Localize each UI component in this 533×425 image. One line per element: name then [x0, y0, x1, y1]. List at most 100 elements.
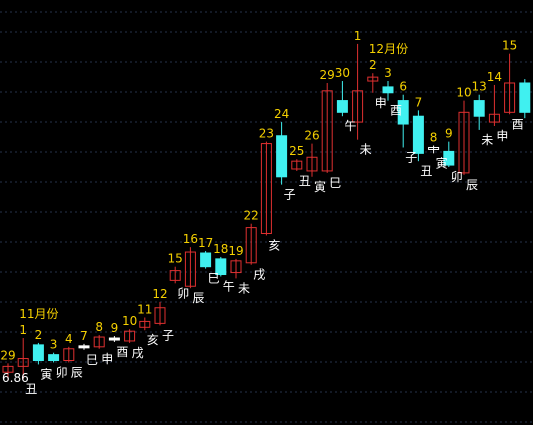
- candle-body: [458, 111, 470, 174]
- price-corner-label: 6.86: [2, 371, 29, 385]
- candle-day-label: 15: [502, 39, 517, 53]
- candle-branch-label: 辰: [466, 178, 478, 192]
- candle-body: [321, 90, 333, 172]
- candle-body: [2, 365, 14, 373]
- candle-labels: 291丑2寅3卯4辰7巳8申9酉10戌11亥12子15卯16辰17巳18午19未…: [0, 29, 523, 396]
- candle-day-label: 23: [259, 127, 274, 141]
- candle-body: [260, 143, 272, 234]
- candle-branch-label: 寅: [314, 179, 326, 194]
- candle-branch-label: 子: [284, 188, 296, 202]
- candle-body: [48, 354, 60, 362]
- candle-day-label: 9: [111, 321, 119, 335]
- candle-body: [428, 146, 440, 150]
- candle-branch-label: 未: [360, 143, 372, 157]
- candle-branch-label: 酉: [390, 104, 402, 118]
- candle-body: [17, 358, 29, 367]
- candle-branch-label: 寅: [436, 155, 448, 170]
- candle-body: [139, 320, 151, 328]
- candle-branch-label: 卯: [177, 286, 189, 300]
- candle-body: [184, 251, 196, 287]
- candle-day-label: 10: [456, 86, 471, 100]
- candle-day-label: 4: [65, 332, 73, 346]
- candle-branch-label: 酉: [512, 117, 524, 131]
- candle-day-label: 30: [335, 66, 350, 80]
- candle-day-label: 7: [415, 95, 423, 109]
- month-marker-label: 11月份: [19, 307, 58, 321]
- candle-day-label: 13: [472, 80, 487, 94]
- candle-day-label: 25: [289, 144, 304, 158]
- candle-body: [382, 86, 394, 94]
- candle-branch-label: 丑: [420, 164, 432, 178]
- candle-day-label: 3: [384, 66, 392, 80]
- month-markers: 11月份 12月份: [19, 42, 408, 321]
- candle-day-label: 24: [274, 107, 289, 121]
- candle-body: [93, 336, 105, 348]
- candle-day-label: 11: [137, 303, 152, 317]
- candle-body: [336, 100, 348, 113]
- candle-branch-label: 申: [375, 96, 387, 110]
- candle-body: [245, 227, 257, 264]
- candle-day-label: 22: [244, 209, 259, 223]
- candles: [2, 43, 531, 381]
- candle-body: [32, 344, 44, 362]
- candle-body: [306, 156, 318, 172]
- candle-branch-label: 未: [481, 133, 493, 147]
- candle-day-label: 8: [95, 320, 103, 334]
- candle-day-label: 19: [228, 244, 243, 258]
- candle-day-label: 18: [213, 242, 228, 256]
- candle-branch-label: 巳: [86, 353, 98, 367]
- candle-branch-label: 巳: [329, 176, 341, 190]
- candle-branch-label: 亥: [268, 238, 280, 252]
- candle-day-label: 3: [50, 338, 58, 352]
- candle-body: [488, 113, 500, 123]
- candle-body: [215, 258, 227, 276]
- candle-body: [200, 252, 212, 268]
- candle-branch-label: 戌: [253, 268, 265, 282]
- candle-branch-label: 午: [223, 279, 235, 293]
- candle-day-label: 10: [122, 314, 137, 328]
- candle-body: [473, 100, 485, 117]
- candle-branch-label: 巳: [208, 272, 220, 286]
- candle-day-label: 29: [0, 348, 15, 362]
- candle-branch-label: 酉: [116, 345, 128, 359]
- candle-day-label: 15: [168, 252, 183, 266]
- candle-branch-label: 子: [162, 328, 174, 342]
- candle-day-label: 2: [369, 58, 377, 72]
- candle-body: [78, 345, 90, 349]
- candle-day-label: 17: [198, 236, 213, 250]
- candle-body: [276, 135, 288, 178]
- candle-branch-label: 亥: [147, 333, 159, 347]
- candle-branch-label: 子: [405, 150, 417, 164]
- month-marker-label: 12月份: [369, 42, 408, 56]
- candle-body: [154, 307, 166, 324]
- candle-day-label: 1: [19, 323, 27, 337]
- candle-body: [504, 82, 516, 113]
- candle-day-label: 8: [430, 131, 438, 145]
- candle-branch-label: 戌: [132, 346, 144, 360]
- candle-body: [291, 160, 303, 170]
- candle-day-label: 7: [80, 329, 88, 343]
- candle-branch-label: 午: [344, 119, 356, 133]
- candle-body: [397, 100, 409, 125]
- candle-body: [108, 337, 120, 341]
- candle-body: [124, 330, 136, 342]
- candle-branch-label: 申: [101, 352, 113, 366]
- candle-body: [443, 150, 455, 166]
- candle-day-label: 1: [354, 29, 362, 43]
- candle-day-label: 16: [183, 232, 198, 246]
- candle-day-label: 29: [320, 68, 335, 82]
- candle-branch-label: 寅: [40, 366, 52, 381]
- candle-body: [63, 348, 75, 362]
- candle-day-label: 6: [399, 80, 407, 94]
- candle-body: [230, 260, 242, 274]
- candle-body: [352, 90, 364, 123]
- candle-day-label: 14: [487, 70, 502, 84]
- candle-branch-label: 卯: [56, 365, 68, 379]
- candle-body: [367, 76, 379, 82]
- candle-branch-label: 卯: [451, 170, 463, 184]
- candle-day-label: 26: [304, 129, 319, 143]
- candle-body: [169, 270, 181, 281]
- candle-branch-label: 丑: [25, 382, 37, 396]
- candle-day-label: 12: [152, 287, 167, 301]
